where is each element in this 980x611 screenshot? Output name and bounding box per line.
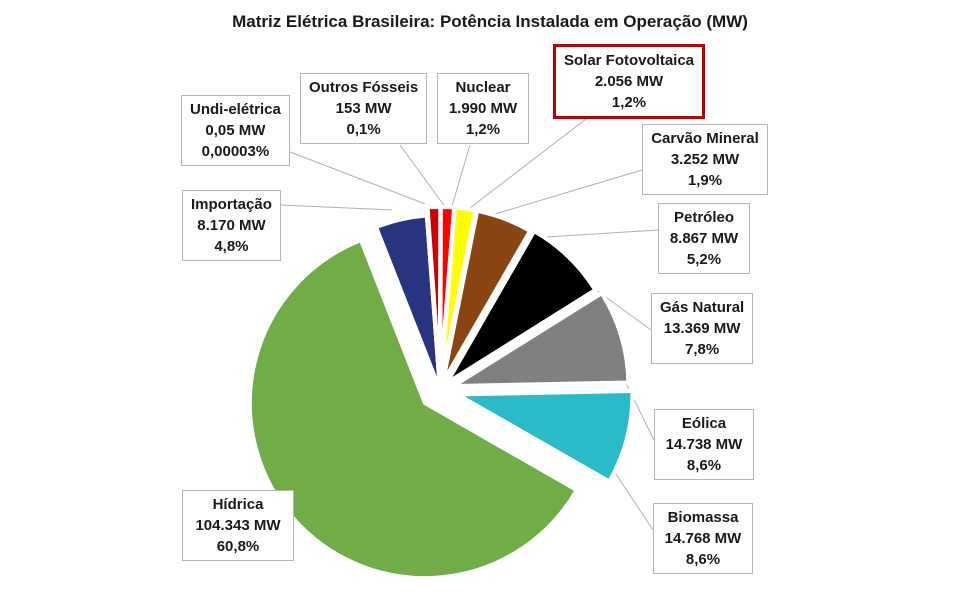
label-value: 13.369 MW <box>663 320 741 337</box>
leader-line <box>469 115 591 209</box>
label-name: Hídrica <box>212 496 264 513</box>
leader-line <box>545 229 659 238</box>
label-percent: 0,00003% <box>201 143 270 160</box>
label-percent: 60,8% <box>216 538 260 555</box>
data-label: Gás Natural 13.369 MW 7,8% <box>651 293 754 364</box>
leader-line <box>284 149 442 211</box>
label-percent: 7,8% <box>685 341 720 358</box>
data-label: Eólica 14.738 MW 8,6% <box>654 409 754 480</box>
label-percent: 4,8% <box>214 238 249 255</box>
label-value: 153 MW <box>335 100 392 117</box>
data-label: Petróleo 8.867 MW 5,2% <box>658 203 750 274</box>
label-percent: 8,6% <box>686 457 722 474</box>
label-value: 14.738 MW <box>665 436 743 453</box>
label-name: Carvão Mineral <box>651 130 759 147</box>
label-percent: 1,9% <box>687 172 723 189</box>
label-percent: 1,2% <box>465 121 501 138</box>
label-value: 8.867 MW <box>669 230 739 247</box>
chart-title: Matriz Elétrica Brasileira: Potência Ins… <box>232 12 748 31</box>
label-percent: 1,2% <box>611 94 647 111</box>
label-name: Gás Natural <box>660 299 745 316</box>
label-name: Solar Fotovoltaica <box>564 52 695 69</box>
data-label: Carvão Mineral 3.252 MW 1,9% <box>642 124 768 195</box>
label-name: Importação <box>191 196 272 213</box>
label-value: 1.990 MW <box>448 100 518 117</box>
leader-line <box>399 144 447 209</box>
pie-slice-nuclear <box>425 205 443 383</box>
data-label: Nuclear 1.990 MW 1,2% <box>437 73 529 144</box>
leader-lines <box>279 115 659 531</box>
pie-slice-e-lica <box>446 290 631 389</box>
label-name: Undi-elétrica <box>190 101 281 118</box>
label-value: 8.170 MW <box>197 217 266 234</box>
label-percent: 0,1% <box>346 121 381 138</box>
label-name: Eólica <box>681 415 727 432</box>
pie-slice-petr-leo <box>440 208 533 384</box>
label-value: 3.252 MW <box>670 151 740 168</box>
pie-slice-biomassa <box>450 388 635 485</box>
data-label: Undi-elétrica 0,05 MW 0,00003% <box>181 95 290 166</box>
label-value: 14.768 MW <box>664 530 742 547</box>
data-label: Outros Fósseis 153 MW 0,1% <box>300 73 428 144</box>
leader-line <box>279 204 393 211</box>
pie-slices <box>247 205 635 581</box>
leader-line <box>621 374 655 441</box>
label-name: Petróleo <box>673 209 734 226</box>
label-value: 2.056 MW <box>594 73 664 90</box>
data-label: Importação 8.170 MW 4,8% <box>182 190 281 261</box>
leader-line <box>494 169 643 215</box>
label-percent: 8,6% <box>685 551 721 568</box>
label-name: Nuclear <box>455 79 511 96</box>
data-label: Hídrica 104.343 MW 60,8% <box>182 490 294 561</box>
label-value: 104.343 MW <box>195 517 281 534</box>
data-label: Solar Fotovoltaica 2.056 MW 1,2% <box>553 44 706 119</box>
data-label: Biomassa 14.768 MW 8,6% <box>653 503 753 574</box>
leader-line <box>451 144 471 207</box>
label-name: Biomassa <box>667 509 739 526</box>
pie-slice-g-s-natural <box>445 228 599 385</box>
label-value: 0,05 MW <box>205 122 266 139</box>
label-percent: 5,2% <box>686 251 722 268</box>
label-name: Outros Fósseis <box>309 79 419 96</box>
